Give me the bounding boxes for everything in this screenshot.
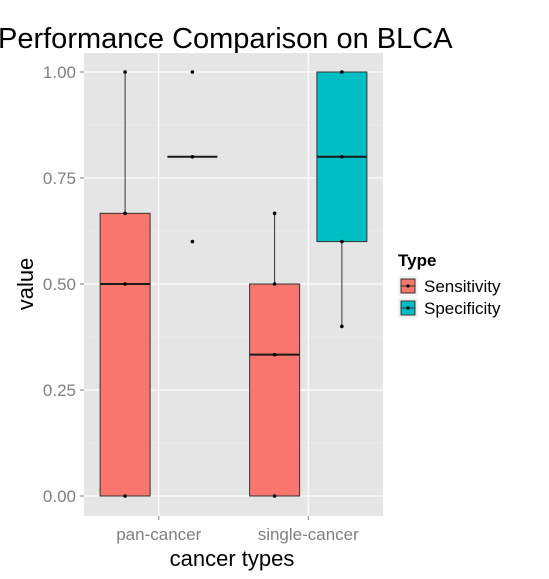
box-body — [99, 212, 151, 497]
y-tick-label: 1.00 — [43, 63, 76, 82]
data-point — [340, 155, 344, 159]
y-tick-label: 0.50 — [43, 275, 76, 294]
legend: Type Sensitivity Specificity — [398, 251, 501, 318]
x-tick-label: single-cancer — [258, 525, 359, 544]
data-point — [190, 70, 195, 74]
data-point — [123, 70, 127, 74]
legend-label: Specificity — [424, 299, 501, 318]
legend-key-sensitivity — [398, 276, 418, 296]
legend-title: Type — [398, 251, 436, 270]
boxplot-layer — [99, 70, 368, 498]
data-point — [272, 211, 277, 216]
data-point — [190, 239, 195, 244]
box-sensitivity-single-cancer — [249, 211, 301, 498]
chart-title: Performance Comparison on BLCA — [0, 23, 453, 55]
x-tick-label: pan-cancer — [116, 525, 201, 544]
legend-point — [406, 284, 410, 288]
data-point — [340, 324, 344, 329]
box-sensitivity-pan-cancer — [99, 70, 151, 498]
y-tick-label: 0.75 — [43, 169, 76, 188]
data-point — [340, 70, 344, 74]
legend-label: Sensitivity — [424, 277, 501, 296]
data-point — [340, 239, 344, 244]
data-point — [123, 494, 127, 498]
y-tick-label: 0.25 — [43, 381, 76, 400]
data-point — [123, 211, 127, 216]
x-axis: pan-cancer single-cancer — [116, 516, 359, 544]
data-point — [272, 494, 277, 498]
y-axis-title: value — [13, 258, 38, 311]
data-point — [190, 155, 195, 159]
y-axis: 0.00 0.25 0.50 0.75 1.00 — [43, 63, 84, 506]
box-body — [249, 283, 301, 497]
box-specificity-single-cancer — [316, 70, 368, 329]
legend-point — [406, 306, 410, 310]
x-axis-title: cancer types — [170, 546, 295, 571]
legend-key-specificity — [398, 298, 418, 318]
y-tick-label: 0.00 — [43, 487, 76, 506]
data-point — [123, 282, 127, 286]
box-specificity-pan-cancer — [167, 70, 218, 244]
data-point — [272, 282, 277, 286]
data-point — [272, 352, 277, 357]
